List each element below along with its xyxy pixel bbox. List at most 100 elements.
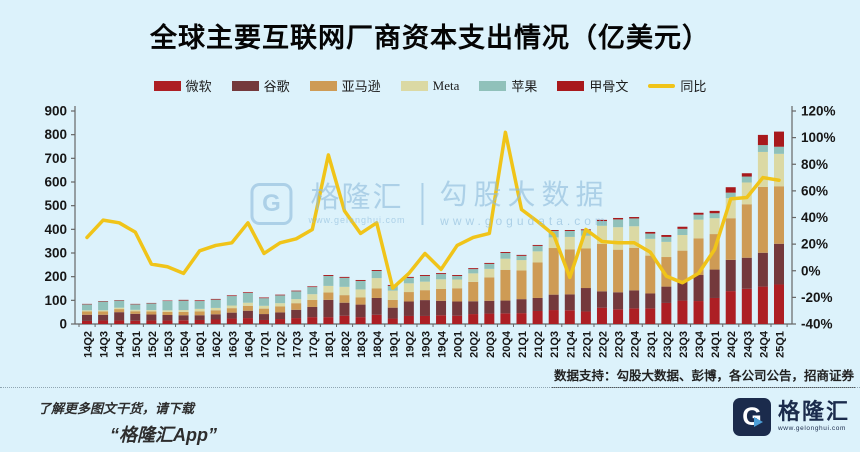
x-axis-label: 20Q3 xyxy=(485,331,497,358)
bar-segment-甲骨文 xyxy=(210,298,221,300)
bar-segment-苹果 xyxy=(661,236,672,242)
bar-segment-微软 xyxy=(114,320,125,324)
x-axis-label: 24Q3 xyxy=(742,331,754,358)
bar-segment-苹果 xyxy=(468,269,479,274)
x-axis-label: 24Q2 xyxy=(726,331,738,358)
x-axis-label: 24Q4 xyxy=(758,330,770,358)
x-axis-label: 17Q3 xyxy=(292,331,304,358)
bar-segment-谷歌 xyxy=(307,306,318,318)
bar-segment-苹果 xyxy=(436,274,447,280)
bar-segment-亚马逊 xyxy=(548,248,559,295)
right-tick-label: -20% xyxy=(801,290,833,305)
gelonghui-logo-url: www.gelonghui.com xyxy=(777,425,846,433)
bar-20Q1 xyxy=(452,275,463,324)
bar-segment-微软 xyxy=(532,310,543,324)
bar-segment-甲骨文 xyxy=(275,294,286,296)
bar-segment-甲骨文 xyxy=(661,235,672,237)
bar-segment-苹果 xyxy=(98,301,109,311)
bar-segment-苹果 xyxy=(371,270,382,279)
yoy-line xyxy=(85,130,781,290)
bar-segment-Meta xyxy=(725,198,736,219)
bar-segment-Meta xyxy=(500,258,511,270)
left-tick-label: 400 xyxy=(44,222,67,237)
bar-segment-亚马逊 xyxy=(774,186,784,244)
bar-segment-谷歌 xyxy=(130,313,141,321)
bar-segment-Meta xyxy=(323,285,334,293)
bar-segment-苹果 xyxy=(259,298,270,306)
right-tick-label: 0% xyxy=(801,263,821,278)
legend-label: 亚马逊 xyxy=(341,79,381,94)
bar-segment-微软 xyxy=(725,291,736,324)
bar-segment-亚马逊 xyxy=(323,292,334,300)
bar-segment-谷歌 xyxy=(693,275,704,302)
legend-item-苹果: 苹果 xyxy=(479,76,537,95)
bar-segment-亚马逊 xyxy=(419,290,430,301)
bar-segment-甲骨文 xyxy=(339,276,350,278)
bar-segment-苹果 xyxy=(693,214,704,220)
x-axis-label: 21Q2 xyxy=(533,331,545,358)
legend-swatch xyxy=(153,80,181,91)
left-tick-label: 800 xyxy=(44,127,67,142)
bar-segment-苹果 xyxy=(757,145,768,152)
bar-segment-苹果 xyxy=(114,300,125,308)
bar-segment-亚马逊 xyxy=(178,311,189,316)
bar-segment-Meta xyxy=(580,235,591,249)
bar-segment-Meta xyxy=(548,237,559,249)
bar-16Q1 xyxy=(194,300,205,324)
bar-segment-亚马逊 xyxy=(291,303,302,310)
legend-swatch xyxy=(479,80,507,91)
bar-22Q3 xyxy=(613,217,624,324)
bar-segment-甲骨文 xyxy=(307,286,318,288)
bar-segment-谷歌 xyxy=(387,307,398,319)
bar-segment-微软 xyxy=(741,288,752,324)
bar-segment-Meta xyxy=(774,153,784,187)
bar-segment-Meta xyxy=(178,310,189,312)
bar-segment-甲骨文 xyxy=(500,252,511,253)
bar-segment-亚马逊 xyxy=(98,311,109,315)
bar-segment-谷歌 xyxy=(178,315,189,321)
bar-segment-亚马逊 xyxy=(468,281,479,302)
bar-segment-苹果 xyxy=(516,255,527,261)
x-axis-label: 18Q4 xyxy=(372,330,384,358)
bar-segment-苹果 xyxy=(774,146,784,154)
bar-24Q1 xyxy=(709,210,720,324)
legend-item-同比: 同比 xyxy=(648,76,706,95)
bar-16Q2 xyxy=(210,298,221,324)
bar-segment-亚马逊 xyxy=(532,262,543,298)
x-axis-label: 16Q1 xyxy=(195,331,207,358)
bar-segment-Meta xyxy=(693,219,704,239)
x-axis-label: 15Q3 xyxy=(163,331,175,358)
bar-segment-谷歌 xyxy=(275,312,286,320)
bar-segment-谷歌 xyxy=(114,312,125,321)
bar-17Q4 xyxy=(307,286,318,324)
bar-segment-谷歌 xyxy=(516,299,527,314)
bar-segment-微软 xyxy=(419,315,430,324)
bar-segment-谷歌 xyxy=(596,291,607,308)
x-axis-label: 20Q2 xyxy=(469,331,481,358)
x-axis-label: 14Q3 xyxy=(99,331,111,358)
bar-segment-苹果 xyxy=(709,213,720,219)
bar-segment-苹果 xyxy=(741,176,752,183)
bar-segment-谷歌 xyxy=(500,300,511,314)
bar-segment-Meta xyxy=(146,310,157,312)
x-axis-label: 17Q1 xyxy=(260,331,272,358)
bar-segment-Meta xyxy=(645,238,656,256)
bar-segment-Meta xyxy=(629,226,640,248)
left-tick-label: 300 xyxy=(44,246,67,261)
bar-segment-苹果 xyxy=(725,192,736,199)
app-promo: 了解更多图文干货，请下载 “格隆汇App” xyxy=(38,398,217,447)
bar-segment-甲骨文 xyxy=(484,262,495,264)
bar-segment-谷歌 xyxy=(371,297,382,315)
bar-segment-微软 xyxy=(516,313,527,324)
bar-segment-微软 xyxy=(403,315,414,324)
x-axis-label: 22Q3 xyxy=(614,331,626,358)
bar-segment-甲骨文 xyxy=(725,187,736,193)
bar-segment-甲骨文 xyxy=(677,226,688,229)
left-tick-label: 600 xyxy=(44,175,67,190)
bar-segment-苹果 xyxy=(210,299,221,308)
bar-segment-谷歌 xyxy=(355,304,366,318)
bar-segment-甲骨文 xyxy=(194,300,205,302)
bar-segment-亚马逊 xyxy=(387,299,398,308)
bar-23Q2 xyxy=(661,235,672,324)
